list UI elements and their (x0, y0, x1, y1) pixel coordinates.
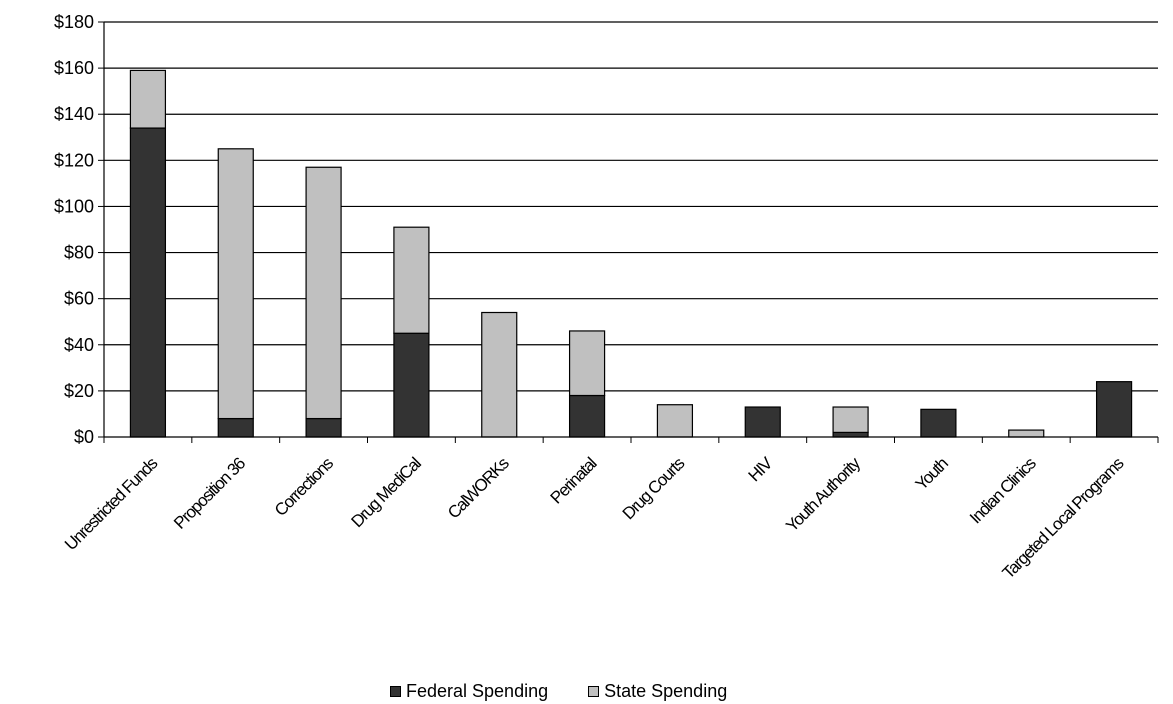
x-tick-label: Corrections (271, 454, 337, 520)
x-tick-label: HIV (745, 453, 777, 485)
y-tick-labels: $0 $20 $40 $60 $80 $100 $120 $140 $160 $180 (54, 12, 94, 447)
bar-segment-state (832, 406, 869, 433)
x-tick-label: Youth (912, 454, 952, 494)
bar-segment-federal (217, 417, 254, 438)
legend-swatch-state (588, 685, 600, 697)
axes (98, 21, 1159, 443)
bar-segment-federal (1095, 381, 1133, 438)
x-tick-label: Youth Authority (782, 453, 864, 535)
x-tick-label: Perinatal (547, 454, 601, 508)
y-tick-label: $40 (64, 335, 94, 355)
bar-segment-federal (832, 431, 869, 438)
legend-label-state: State Spending (604, 680, 728, 701)
x-tick-label: Proposition 36 (170, 454, 249, 533)
y-tick-label: $120 (54, 150, 94, 170)
bar-segment-state (393, 226, 430, 334)
legend-item-state: State Spending (588, 681, 727, 702)
bar-segment-state (217, 148, 254, 420)
x-tick-label: Drug Courts (619, 454, 688, 523)
x-tick-label: Drug MediCal (348, 454, 425, 531)
y-tick-label: $80 (64, 243, 94, 263)
x-tick-label: CalWORKs (444, 454, 513, 523)
x-tick-labels: Unrestricted Funds Proposition 36 Correcti… (61, 453, 1127, 583)
y-tick-label: $160 (54, 58, 94, 78)
y-tick-label: $140 (54, 104, 94, 124)
bar-segment-state (568, 330, 606, 397)
x-tick-label: Indian Clinics (966, 454, 1040, 528)
bar-segment-state (481, 311, 518, 438)
y-tick-label: $60 (64, 289, 94, 309)
bar-segment-federal (920, 408, 957, 438)
legend: Federal Spending State Spending (390, 680, 767, 702)
legend-swatch-federal (390, 685, 401, 697)
y-tick-label: $100 (54, 196, 94, 216)
bars (129, 69, 1133, 438)
bar-segment-federal (393, 332, 430, 438)
bar-segment-state (305, 166, 342, 420)
y-tick-label: $180 (54, 12, 94, 32)
x-tick-label: Unrestricted Funds (61, 454, 161, 554)
legend-label-federal: Federal Spending (406, 680, 549, 701)
stacked-bar-chart: $0 $20 $40 $60 $80 $100 $120 $140 $160 $180 Unres… (54, 12, 1159, 583)
y-tick-label: $0 (74, 427, 94, 447)
legend-item-federal: Federal Spending (390, 681, 548, 702)
bar-segment-state (1008, 429, 1045, 438)
y-tick-label: $20 (64, 381, 94, 401)
bar-segment-federal (129, 127, 167, 438)
bar-segment-federal (305, 417, 342, 438)
bar-segment-state (656, 404, 694, 438)
grid-lines (104, 21, 1158, 392)
bar-segment-federal (568, 394, 606, 438)
bar-segment-state (129, 69, 167, 129)
bar-segment-federal (744, 406, 781, 438)
